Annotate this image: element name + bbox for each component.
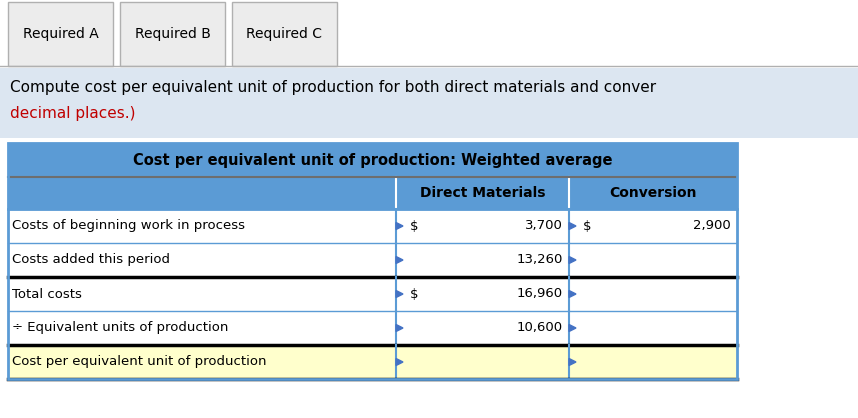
Bar <box>120 2 225 66</box>
Text: Costs added this period: Costs added this period <box>12 253 170 267</box>
Bar <box>569 345 737 379</box>
Bar <box>8 143 737 177</box>
Text: Costs of beginning work in process: Costs of beginning work in process <box>12 219 245 232</box>
Text: Cost per equivalent unit of production: Cost per equivalent unit of production <box>12 355 267 369</box>
Text: 3,700: 3,700 <box>525 219 563 232</box>
Bar <box>0 68 858 138</box>
Text: 13,260: 13,260 <box>517 253 563 267</box>
Text: 10,600: 10,600 <box>517 321 563 334</box>
Bar <box>569 243 737 277</box>
Bar <box>8 311 396 345</box>
Bar <box>396 209 569 243</box>
Text: Required C: Required C <box>246 27 323 41</box>
Text: Compute cost per equivalent unit of production for both direct materials and con: Compute cost per equivalent unit of prod… <box>10 80 656 95</box>
Bar <box>8 209 396 243</box>
Bar <box>8 2 113 66</box>
Bar <box>569 277 737 311</box>
Text: Required B: Required B <box>135 27 210 41</box>
Text: ÷ Equivalent units of production: ÷ Equivalent units of production <box>12 321 228 334</box>
Bar <box>396 177 569 209</box>
Text: Required A: Required A <box>22 27 99 41</box>
Bar <box>396 243 569 277</box>
Text: $: $ <box>410 288 419 301</box>
Bar <box>8 243 396 277</box>
Text: $: $ <box>410 219 419 232</box>
Text: Direct Materials: Direct Materials <box>420 186 545 200</box>
Text: 2,900: 2,900 <box>693 219 731 232</box>
Bar <box>232 2 337 66</box>
Polygon shape <box>396 324 403 331</box>
Bar <box>8 143 737 379</box>
Bar <box>569 209 737 243</box>
Text: 16,960: 16,960 <box>517 288 563 301</box>
Text: decimal places.): decimal places.) <box>10 106 136 121</box>
Bar <box>8 277 396 311</box>
Bar <box>396 277 569 311</box>
Bar <box>8 177 396 209</box>
Polygon shape <box>396 222 403 229</box>
Text: Conversion: Conversion <box>609 186 697 200</box>
Polygon shape <box>569 257 576 263</box>
Polygon shape <box>396 257 403 263</box>
Text: Total costs: Total costs <box>12 288 82 301</box>
Text: Cost per equivalent unit of production: Weighted average: Cost per equivalent unit of production: … <box>133 153 613 168</box>
Polygon shape <box>396 359 403 365</box>
Bar <box>569 311 737 345</box>
Polygon shape <box>396 291 403 298</box>
Bar <box>8 345 396 379</box>
Text: $: $ <box>583 219 591 232</box>
Bar <box>396 345 569 379</box>
Bar <box>569 177 737 209</box>
Polygon shape <box>569 359 576 365</box>
Bar <box>396 311 569 345</box>
Polygon shape <box>569 291 576 298</box>
Polygon shape <box>569 222 576 229</box>
Polygon shape <box>569 324 576 331</box>
